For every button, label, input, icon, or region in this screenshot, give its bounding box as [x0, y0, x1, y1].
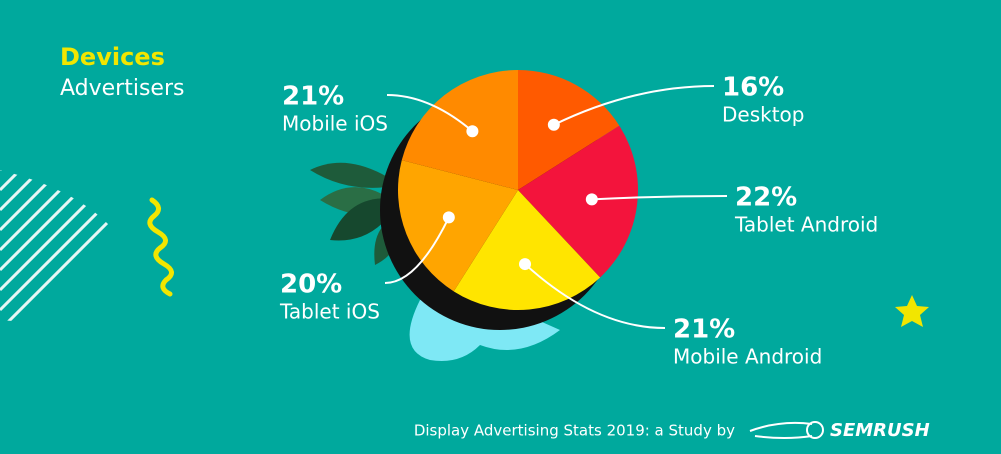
logo: SEMRUSH: [830, 420, 930, 441]
category-label: Tablet Android: [734, 213, 878, 237]
value-label: 21%: [282, 82, 344, 112]
pie-slice: [518, 125, 638, 278]
leader-dot: [585, 193, 598, 206]
leader-line: [384, 216, 450, 284]
category-label: Tablet iOS: [279, 300, 380, 324]
pie-slice: [453, 190, 601, 311]
leader-dot: [519, 258, 532, 271]
leader-dot: [466, 125, 479, 138]
value-label: 20%: [280, 270, 342, 300]
value-label: 21%: [673, 315, 735, 345]
pie-slice: [397, 160, 518, 292]
pie-slice: [518, 70, 620, 190]
footer: Display Advertising Stats 2019: a Study …: [414, 422, 735, 440]
star: [895, 295, 929, 327]
leader-line: [524, 263, 666, 329]
value-label: 22%: [735, 183, 797, 213]
leader-dot: [547, 118, 560, 131]
squiggle: [147, 197, 174, 297]
category-label: Desktop: [722, 103, 804, 127]
leader-line: [591, 195, 728, 201]
chart-title: Devices: [60, 43, 165, 71]
leader-line: [386, 94, 474, 132]
pie-slice: [401, 70, 518, 190]
pie: [397, 70, 638, 311]
leader-line: [553, 85, 715, 126]
category-label: Mobile Android: [673, 345, 822, 369]
category-label: Mobile iOS: [282, 112, 388, 136]
leader-dot: [442, 211, 455, 224]
chart-subtitle: Advertisers: [60, 76, 184, 101]
value-label: 16%: [722, 73, 784, 103]
logo-icon: [749, 421, 824, 439]
